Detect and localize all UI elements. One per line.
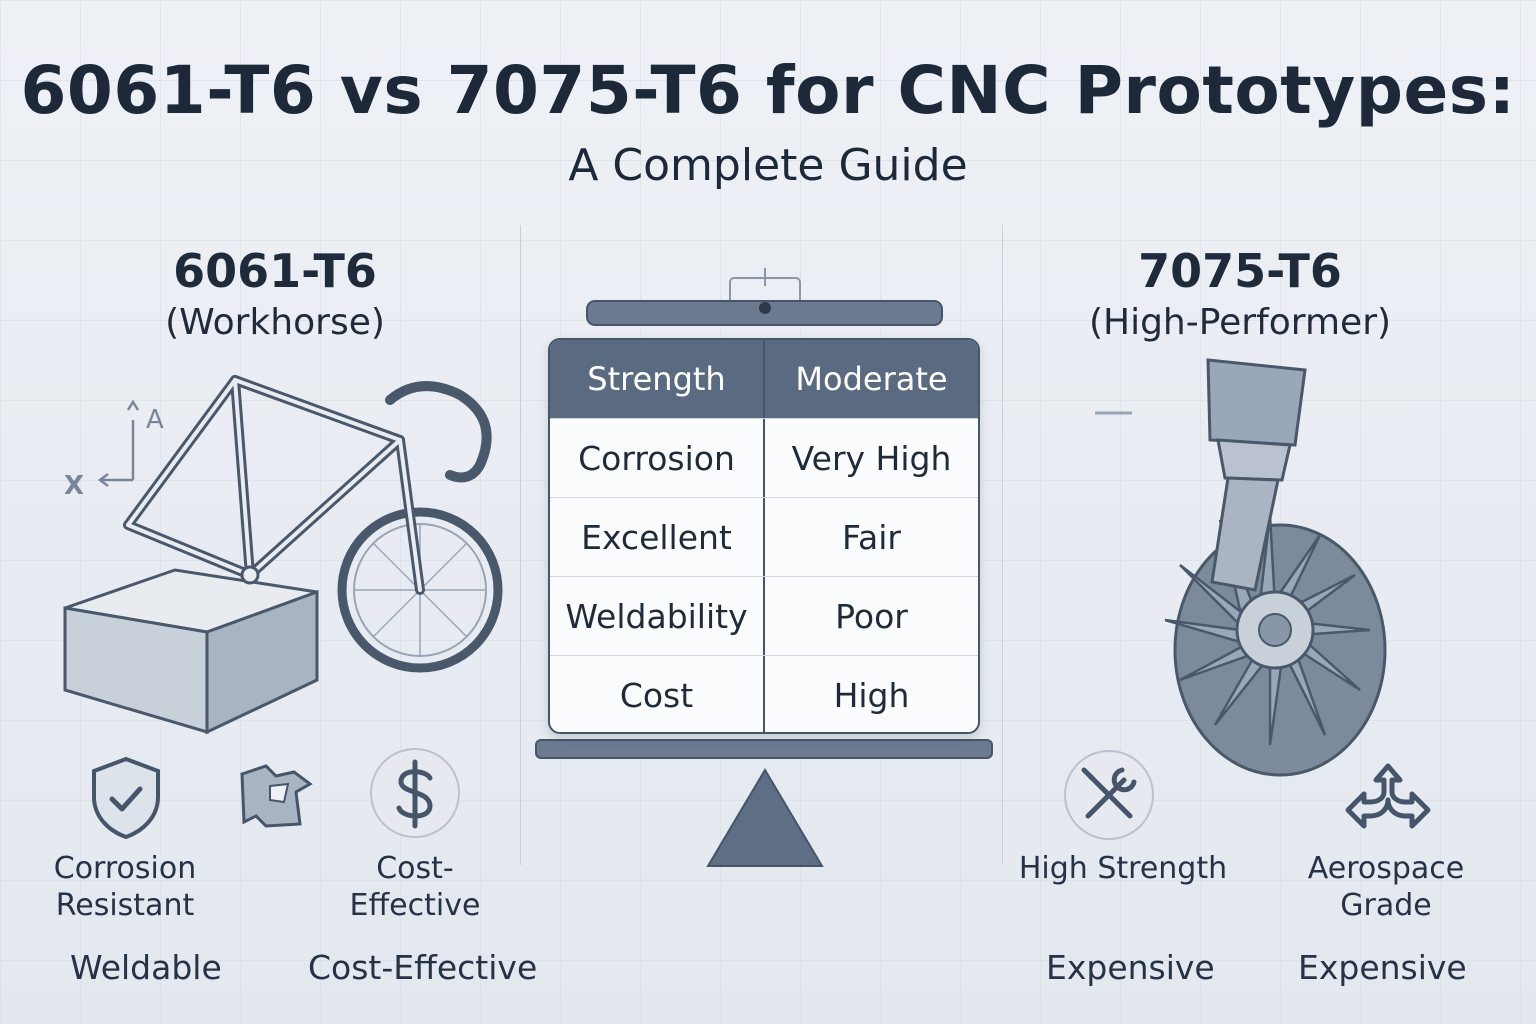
axis-label-a: A <box>146 405 164 435</box>
arrows-split-icon <box>1345 763 1431 829</box>
table-cell: Cost <box>550 656 765 732</box>
divider-left <box>520 225 521 865</box>
table-cell: Corrosion <box>550 419 765 497</box>
table-cell: Poor <box>835 596 908 636</box>
table-cell: Excellent <box>550 498 765 576</box>
balance-scale <box>535 268 993 867</box>
bottom-label-cost-effective: Cost-Effective <box>308 948 538 987</box>
right-heading: 7075-T6 (High-Performer) <box>1030 244 1450 343</box>
table-row: Corrosion Very High <box>550 419 978 498</box>
wrench-screwdriver-icon <box>1064 750 1154 840</box>
comparison-table: Strength Moderate Corrosion Very High Ex… <box>548 338 980 734</box>
feature-label-aerospace: Aerospace Grade <box>1296 850 1476 924</box>
dollar-icon <box>370 748 460 838</box>
axis-label-x: X <box>64 471 84 501</box>
table-cell: Very High <box>791 438 952 478</box>
right-material-tag: (High-Performer) <box>1088 302 1392 343</box>
feature-label-high-strength: High Strength <box>1012 850 1234 887</box>
bottom-label-expensive: Expensive <box>1298 948 1467 987</box>
table-header-cell: Strength <box>550 340 765 418</box>
divider-right <box>1002 225 1003 865</box>
feature-label-cost: Cost- Effective <box>320 850 510 924</box>
table-row: Weldability Poor <box>550 577 978 656</box>
left-material-name: 6061-T6 <box>173 244 377 298</box>
shield-check-icon <box>92 756 160 840</box>
feature-label-text: Corrosion Resistant <box>53 851 197 923</box>
left-heading: 6061-T6 (Workhorse) <box>65 244 485 343</box>
page-title: 6061-T6 vs 7075-T6 for CNC Prototypes: <box>20 52 1516 129</box>
table-header-row: Strength Moderate <box>550 340 978 419</box>
table-cell: Fair <box>842 517 901 557</box>
right-material-name: 7075-T6 <box>1138 244 1342 298</box>
turbine-illustration <box>1095 358 1387 777</box>
table-header-cell: Moderate <box>795 360 948 398</box>
table-row: Cost High <box>550 656 978 732</box>
bottom-label-weldable: Weldable <box>70 948 222 987</box>
feature-label-text: Cost- Effective <box>349 851 481 923</box>
page-subtitle: A Complete Guide <box>568 140 968 191</box>
bottom-label-expensive: Expensive <box>1046 948 1215 987</box>
table-row: Excellent Fair <box>550 498 978 577</box>
feature-label-text: Aerospace Grade <box>1307 851 1465 923</box>
welding-part-icon <box>240 764 313 828</box>
left-material-tag: (Workhorse) <box>165 302 385 343</box>
bike-frame-illustration: A X <box>63 375 503 735</box>
table-cell: High <box>833 675 910 715</box>
feature-label-corrosion: Corrosion Resistant <box>30 850 220 924</box>
feature-label-text: High Strength <box>1018 851 1228 886</box>
table-cell: Weldability <box>550 577 765 655</box>
